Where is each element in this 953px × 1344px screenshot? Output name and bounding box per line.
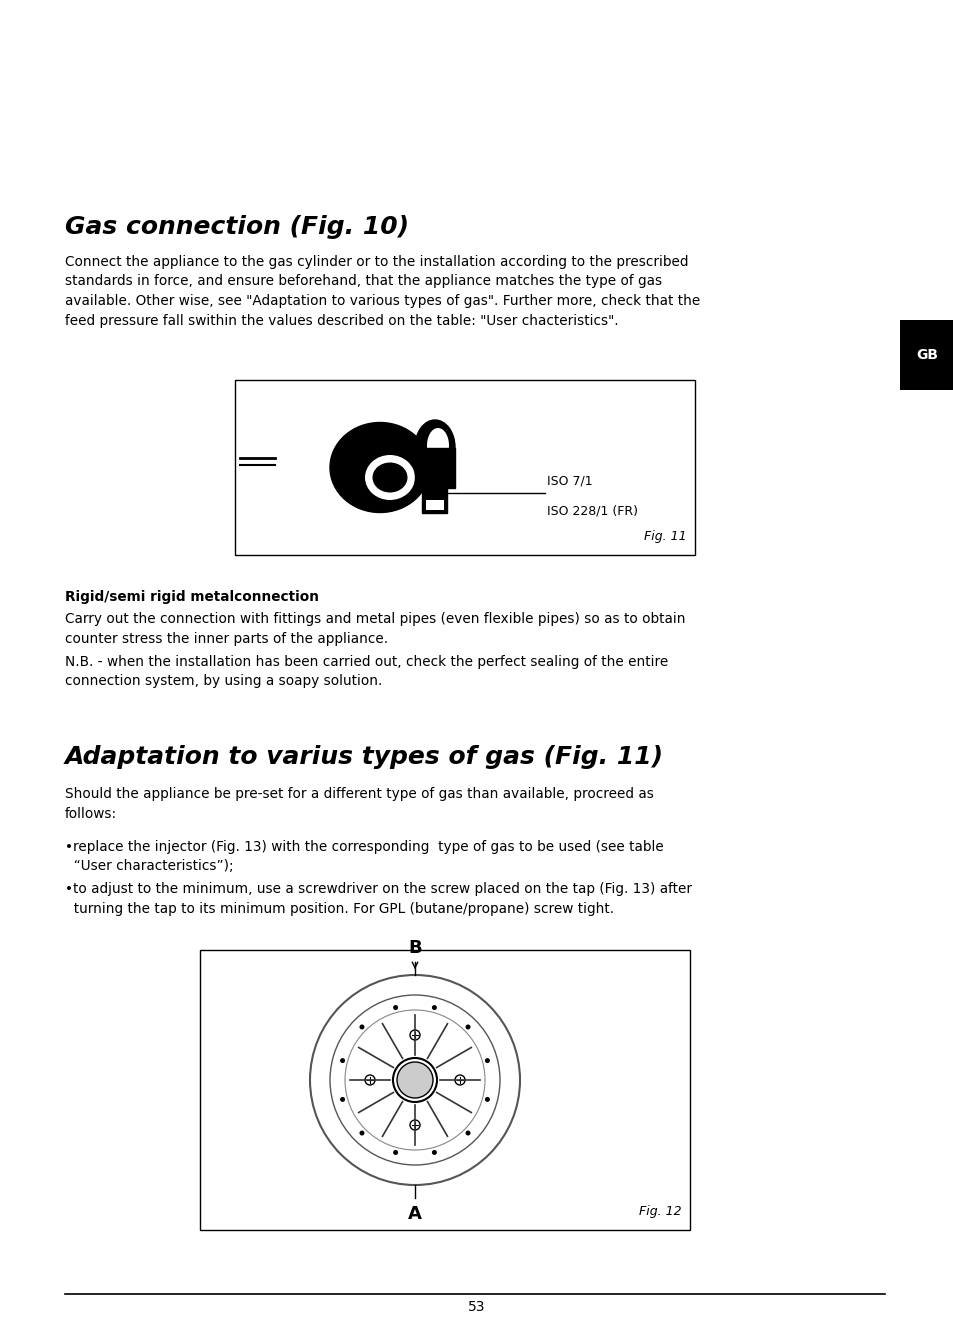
Ellipse shape (365, 456, 415, 500)
Circle shape (465, 1130, 470, 1136)
Circle shape (432, 1005, 436, 1011)
Bar (421, 484, 447, 512)
Bar (415, 448, 455, 488)
Bar (200, 950, 689, 1230)
Circle shape (455, 1075, 464, 1085)
Circle shape (396, 1062, 433, 1098)
Text: Fig. 11: Fig. 11 (643, 530, 686, 543)
Text: N.B. - when the installation has been carried out, check the perfect sealing of : N.B. - when the installation has been ca… (65, 655, 667, 688)
Text: Carry out the connection with fittings and metal pipes (even flexible pipes) so : Carry out the connection with fittings a… (65, 612, 685, 645)
Circle shape (465, 1024, 470, 1030)
Text: Connect the appliance to the gas cylinder or to the installation according to th: Connect the appliance to the gas cylinde… (65, 255, 700, 328)
FancyBboxPatch shape (899, 320, 953, 390)
Circle shape (484, 1097, 490, 1102)
Text: Should the appliance be pre-set for a different type of gas than available, proc: Should the appliance be pre-set for a di… (65, 788, 653, 820)
Ellipse shape (427, 427, 449, 462)
Ellipse shape (372, 462, 407, 492)
Ellipse shape (415, 419, 455, 474)
Text: B: B (408, 939, 421, 957)
Circle shape (339, 1097, 345, 1102)
Circle shape (339, 1058, 345, 1063)
Bar (426, 500, 443, 509)
Text: ISO 228/1 (FR): ISO 228/1 (FR) (546, 504, 638, 517)
Circle shape (410, 1120, 419, 1130)
Circle shape (484, 1058, 490, 1063)
Text: ISO 7/1: ISO 7/1 (546, 474, 592, 488)
Text: •to adjust to the minimum, use a screwdriver on the screw placed on the tap (Fig: •to adjust to the minimum, use a screwdr… (65, 882, 691, 915)
Text: •replace the injector (Fig. 13) with the corresponding  type of gas to be used (: •replace the injector (Fig. 13) with the… (65, 840, 663, 874)
Circle shape (393, 1005, 397, 1011)
Text: Rigid/semi rigid metalconnection: Rigid/semi rigid metalconnection (65, 590, 318, 603)
Text: Fig. 12: Fig. 12 (639, 1206, 681, 1218)
Circle shape (359, 1130, 364, 1136)
Circle shape (410, 1030, 419, 1040)
Circle shape (393, 1150, 397, 1154)
Text: Gas connection (Fig. 10): Gas connection (Fig. 10) (65, 215, 409, 239)
Circle shape (365, 1075, 375, 1085)
Text: 53: 53 (468, 1300, 485, 1314)
Bar (234, 380, 695, 555)
Text: A: A (408, 1206, 421, 1223)
Circle shape (359, 1024, 364, 1030)
Text: GB: GB (915, 348, 937, 362)
Text: Adaptation to varius types of gas (Fig. 11): Adaptation to varius types of gas (Fig. … (65, 745, 663, 769)
Ellipse shape (330, 422, 430, 512)
Circle shape (432, 1150, 436, 1154)
